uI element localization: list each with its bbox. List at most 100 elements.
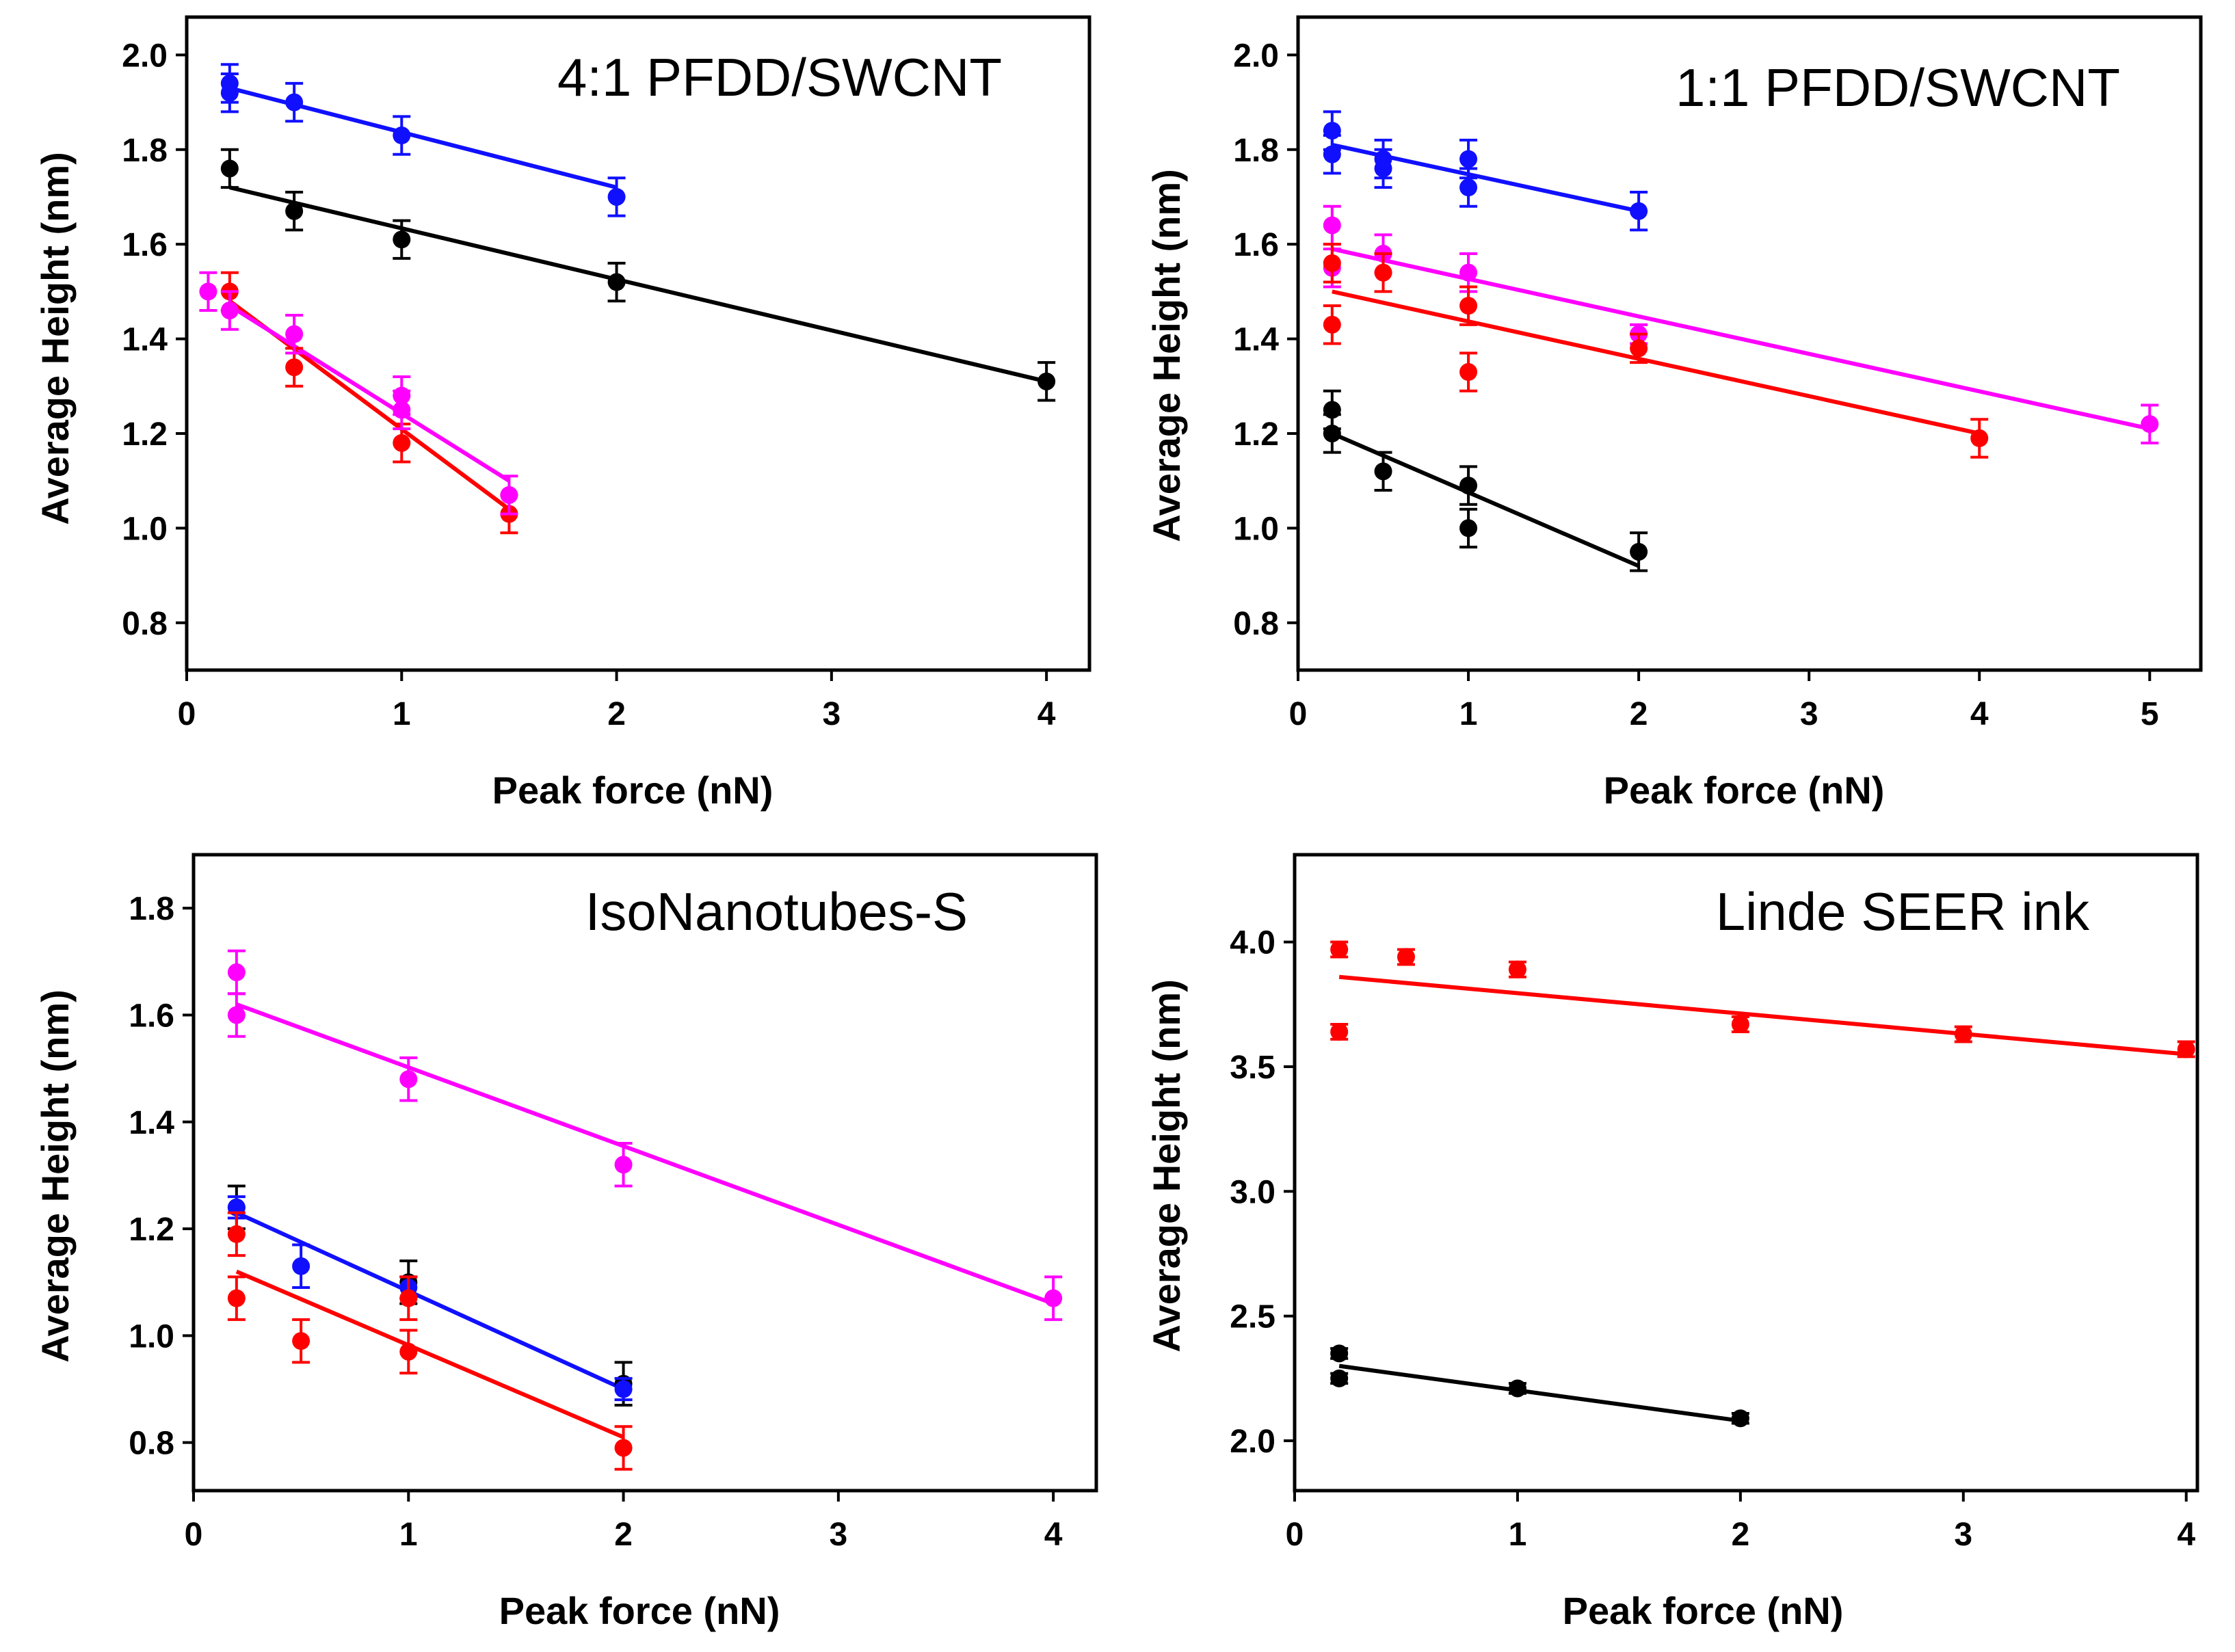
y-tick-label: 4.0: [1230, 925, 1275, 961]
y-axis-title: Average Height (nm): [1145, 169, 1188, 542]
y-tick-label: 0.8: [1233, 606, 1279, 642]
y-tick-label: 1.6: [129, 998, 174, 1034]
x-tick-label: 4: [1044, 1517, 1063, 1553]
data-point-magenta: [199, 282, 217, 301]
data-point-blue: [285, 93, 304, 111]
data-point-black: [1459, 519, 1478, 537]
x-tick-label: 1: [393, 696, 411, 732]
data-point-black: [285, 202, 304, 220]
plot-frame: [1293, 853, 2199, 1493]
data-point-black: [393, 230, 411, 249]
data-point-magenta: [1323, 216, 1341, 235]
y-tick-label: 1.2: [122, 416, 168, 453]
data-point-magenta: [227, 1006, 246, 1024]
data-point-magenta: [393, 401, 411, 419]
y-axis-title: Average Height (nm): [1145, 979, 1188, 1353]
data-point-red: [399, 1342, 418, 1361]
y-tick-label: 1.0: [1233, 511, 1279, 547]
x-axis-title: Peak force (nN): [499, 1589, 780, 1632]
panel-1-1-pfdd-swcnt: 1:1 PFDD/SWCNT Peak force (nN) Average H…: [1145, 15, 2203, 812]
data-point-red: [292, 1332, 310, 1350]
y-tick-label: 0.8: [122, 606, 168, 642]
y-tick-label: 3.0: [1230, 1174, 1275, 1210]
data-point-magenta: [1044, 1289, 1063, 1307]
panel-title: IsoNanotubes-S: [585, 881, 968, 942]
data-point-red: [1731, 1015, 1749, 1033]
x-tick-label: 3: [1800, 696, 1819, 732]
x-tick-label: 1: [1509, 1517, 1527, 1553]
y-axis-title: Average Height (nm): [34, 152, 77, 525]
x-tick-label: 4: [2177, 1517, 2195, 1553]
panel-title: 4:1 PFDD/SWCNT: [557, 47, 1002, 107]
data-point-black: [1630, 542, 1648, 561]
x-tick-label: 0: [185, 1517, 203, 1553]
data-point-magenta: [220, 302, 239, 320]
x-axis-title: Peak force (nN): [492, 769, 773, 812]
fit-line-black: [1338, 1363, 1741, 1423]
y-tick-label: 1.8: [129, 891, 174, 927]
data-point-magenta: [1459, 263, 1478, 282]
data-point-blue: [1374, 159, 1392, 178]
data-point-red: [1374, 263, 1392, 282]
y-tick-label: 1.0: [122, 511, 168, 547]
data-point-magenta: [2141, 415, 2159, 434]
data-point-red: [399, 1289, 418, 1307]
data-point-red: [1954, 1025, 1972, 1043]
x-tick-label: 3: [823, 696, 841, 732]
data-point-black: [1508, 1379, 1526, 1398]
data-point-magenta: [285, 325, 304, 343]
y-tick-label: 2.0: [122, 38, 168, 74]
x-tick-label: 2: [614, 1517, 633, 1553]
plot-frame: [185, 15, 1092, 672]
x-tick-label: 3: [1954, 1517, 1972, 1553]
y-tick-label: 1.4: [129, 1105, 174, 1141]
y-tick-label: 2.0: [1233, 38, 1279, 74]
data-point-magenta: [614, 1156, 633, 1174]
x-tick-label: 5: [2141, 696, 2159, 732]
data-point-red: [1459, 363, 1478, 382]
data-point-red: [2177, 1040, 2195, 1058]
data-point-black: [1330, 1369, 1349, 1387]
data-point-magenta: [399, 1070, 418, 1089]
data-point-red: [1508, 960, 1526, 978]
x-tick-label: 4: [1970, 696, 1989, 732]
fit-line-magenta: [228, 304, 511, 483]
data-point-magenta: [500, 485, 518, 504]
y-tick-label: 1.2: [129, 1212, 174, 1248]
data-point-magenta: [227, 963, 246, 981]
y-tick-label: 1.6: [1233, 227, 1279, 263]
panel-title: 1:1 PFDD/SWCNT: [1676, 57, 2120, 118]
fit-line-magenta: [1332, 247, 2150, 431]
data-point-blue: [292, 1257, 310, 1275]
data-point-red: [1323, 254, 1341, 272]
panel-4-1-pfdd-swcnt: 4:1 PFDD/SWCNT Peak force (nN) Average H…: [34, 15, 1092, 812]
y-tick-label: 1.8: [122, 133, 168, 169]
fit-line-red: [1338, 974, 2186, 1056]
x-axis-title: Peak force (nN): [1563, 1589, 1844, 1632]
data-point-black: [1731, 1409, 1749, 1428]
data-point-black: [1459, 477, 1478, 495]
data-point-black: [1323, 424, 1341, 442]
data-point-red: [1459, 297, 1478, 315]
x-tick-label: 0: [178, 696, 196, 732]
data-point-red: [614, 1439, 633, 1457]
x-tick-label: 2: [607, 696, 626, 732]
data-point-red: [1630, 339, 1648, 358]
data-point-red: [1330, 1022, 1349, 1041]
y-tick-label: 1.0: [129, 1318, 174, 1355]
data-point-black: [1037, 372, 1056, 390]
data-point-blue: [393, 126, 411, 145]
y-tick-label: 1.8: [1233, 133, 1279, 169]
fit-line-red: [1332, 289, 1980, 436]
data-point-blue: [1630, 202, 1648, 220]
x-tick-label: 3: [830, 1517, 848, 1553]
data-point-red: [227, 1225, 246, 1243]
y-tick-label: 1.6: [122, 227, 168, 263]
fit-line-magenta: [235, 1002, 1055, 1306]
x-tick-label: 2: [1732, 1517, 1750, 1553]
data-point-red: [1323, 315, 1341, 334]
data-point-blue: [607, 187, 626, 206]
data-point-black: [220, 159, 239, 178]
data-point-blue: [1323, 145, 1341, 163]
y-tick-label: 3.5: [1230, 1050, 1275, 1086]
